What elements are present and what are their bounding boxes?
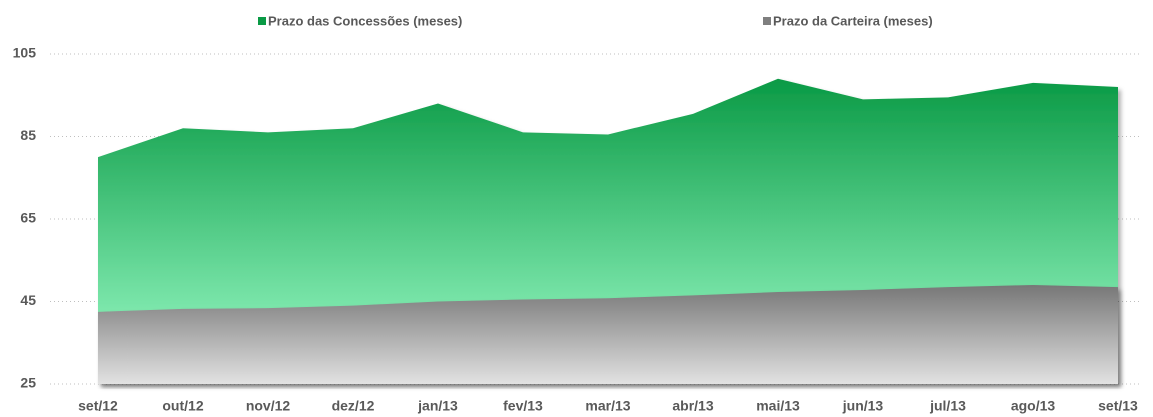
x-tick-label: nov/12 bbox=[246, 398, 291, 414]
x-tick-label: dez/12 bbox=[332, 398, 375, 414]
x-tick-label: ago/13 bbox=[1011, 398, 1056, 414]
x-tick-label: jul/13 bbox=[929, 398, 966, 414]
x-tick-label: set/13 bbox=[1098, 398, 1138, 414]
legend-swatch bbox=[258, 17, 266, 25]
y-tick-label: 25 bbox=[20, 375, 36, 391]
x-tick-label: jan/13 bbox=[417, 398, 458, 414]
x-tick-label: abr/13 bbox=[672, 398, 713, 414]
x-tick-label: set/12 bbox=[78, 398, 118, 414]
x-tick-label: jun/13 bbox=[842, 398, 884, 414]
x-tick-label: mar/13 bbox=[585, 398, 630, 414]
legend-label: Prazo da Carteira (meses) bbox=[773, 13, 933, 28]
y-tick-label: 105 bbox=[13, 45, 37, 61]
y-tick-label: 85 bbox=[20, 127, 36, 143]
y-tick-label: 65 bbox=[20, 210, 36, 226]
x-tick-label: mai/13 bbox=[756, 398, 800, 414]
area bbox=[98, 285, 1118, 384]
legend-label: Prazo das Concessões (meses) bbox=[268, 13, 462, 28]
x-tick-label: fev/13 bbox=[503, 398, 543, 414]
legend-swatch bbox=[763, 17, 771, 25]
y-tick-label: 45 bbox=[20, 292, 36, 308]
x-tick-label: out/12 bbox=[162, 398, 203, 414]
